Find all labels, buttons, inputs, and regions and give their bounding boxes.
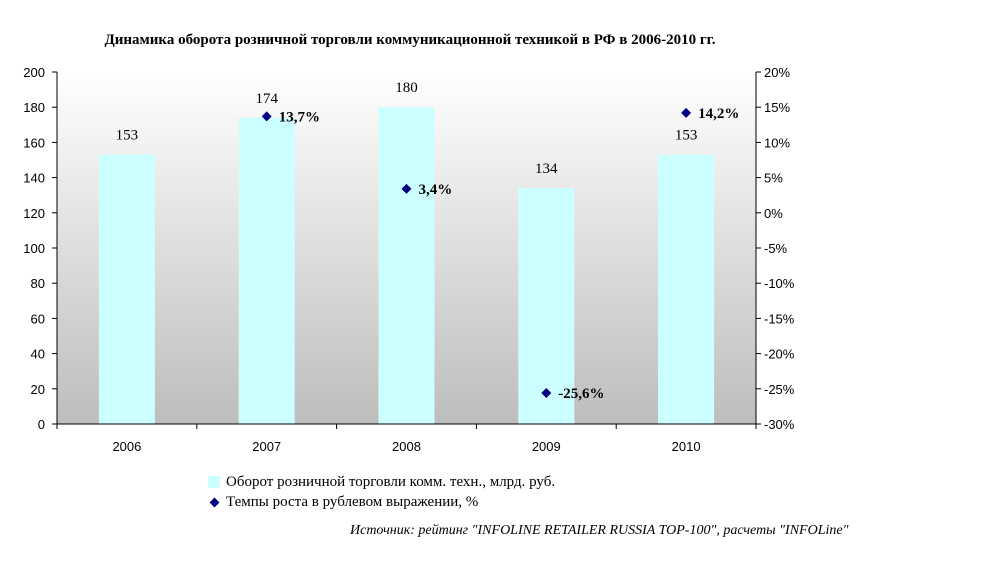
bar-2008: [378, 107, 435, 424]
y-left-tick-label: 180: [23, 100, 45, 115]
y-left-tick-label: 60: [31, 311, 45, 326]
legend-swatch-bar: [208, 476, 220, 488]
legend-swatch-diamond: [208, 496, 220, 508]
growth-value-label: -25,6%: [558, 386, 604, 402]
y-left-tick-label: 80: [31, 276, 45, 291]
y-right-tick-label: -30%: [764, 417, 795, 432]
y-right-tick-label: 10%: [764, 135, 790, 150]
growth-marker-2008: [401, 183, 412, 194]
bar-value-label: 174: [255, 91, 278, 107]
y-left-tick-label: 120: [23, 206, 45, 221]
y-left-tick-label: 0: [38, 417, 45, 432]
legend-item-bars: Оборот розничной торговли комм. техн., м…: [208, 472, 555, 492]
y-right-tick-label: -10%: [764, 276, 795, 291]
growth-value-label: 13,7%: [279, 109, 320, 125]
legend-label-growth: Темпы роста в рублевом выражении, %: [226, 493, 479, 510]
growth-value-label: 3,4%: [419, 182, 453, 198]
y-right-tick-label: -15%: [764, 311, 795, 326]
y-right-tick-label: -5%: [764, 241, 788, 256]
bar-value-label: 153: [675, 128, 698, 144]
y-right-tick-label: -25%: [764, 382, 795, 397]
y-right-tick-label: 5%: [764, 171, 783, 186]
x-tick-label: 2006: [112, 439, 141, 454]
legend-item-growth: Темпы роста в рублевом выражении, %: [208, 492, 555, 512]
bar-2006: [98, 154, 155, 424]
growth-value-label: 14,2%: [698, 106, 739, 122]
x-tick-label: 2008: [392, 439, 421, 454]
y-left-tick-label: 20: [31, 382, 45, 397]
growth-marker-2010: [681, 107, 692, 118]
x-tick-label: 2009: [532, 439, 561, 454]
bar-2007: [238, 117, 295, 424]
y-right-tick-label: -20%: [764, 347, 795, 362]
x-tick-label: 2010: [672, 439, 701, 454]
bar-value-label: 153: [116, 128, 139, 144]
legend-label-bars: Оборот розничной торговли комм. техн., м…: [226, 473, 556, 490]
x-tick-label: 2007: [252, 439, 281, 454]
bar-2010: [658, 154, 715, 424]
y-right-tick-label: 15%: [764, 100, 790, 115]
y-right-tick-label: 20%: [764, 65, 790, 80]
bar-2009: [518, 188, 575, 424]
legend: Оборот розничной торговли комм. техн., м…: [208, 472, 555, 512]
y-left-tick-label: 100: [23, 241, 45, 256]
y-left-tick-label: 140: [23, 171, 45, 186]
y-right-tick-label: 0%: [764, 206, 783, 221]
chart-title: Динамика оборота розничной торговли комм…: [104, 32, 716, 48]
bar-value-label: 134: [535, 161, 558, 177]
source-note: Источник: рейтинг "INFOLINE RETAILER RUS…: [350, 523, 849, 538]
y-left-tick-label: 40: [31, 347, 45, 362]
growth-marker-2007: [261, 111, 272, 122]
y-left-tick-label: 200: [23, 65, 45, 80]
growth-marker-2009: [541, 388, 552, 399]
bar-value-label: 180: [395, 80, 418, 96]
y-left-tick-label: 160: [23, 135, 45, 150]
